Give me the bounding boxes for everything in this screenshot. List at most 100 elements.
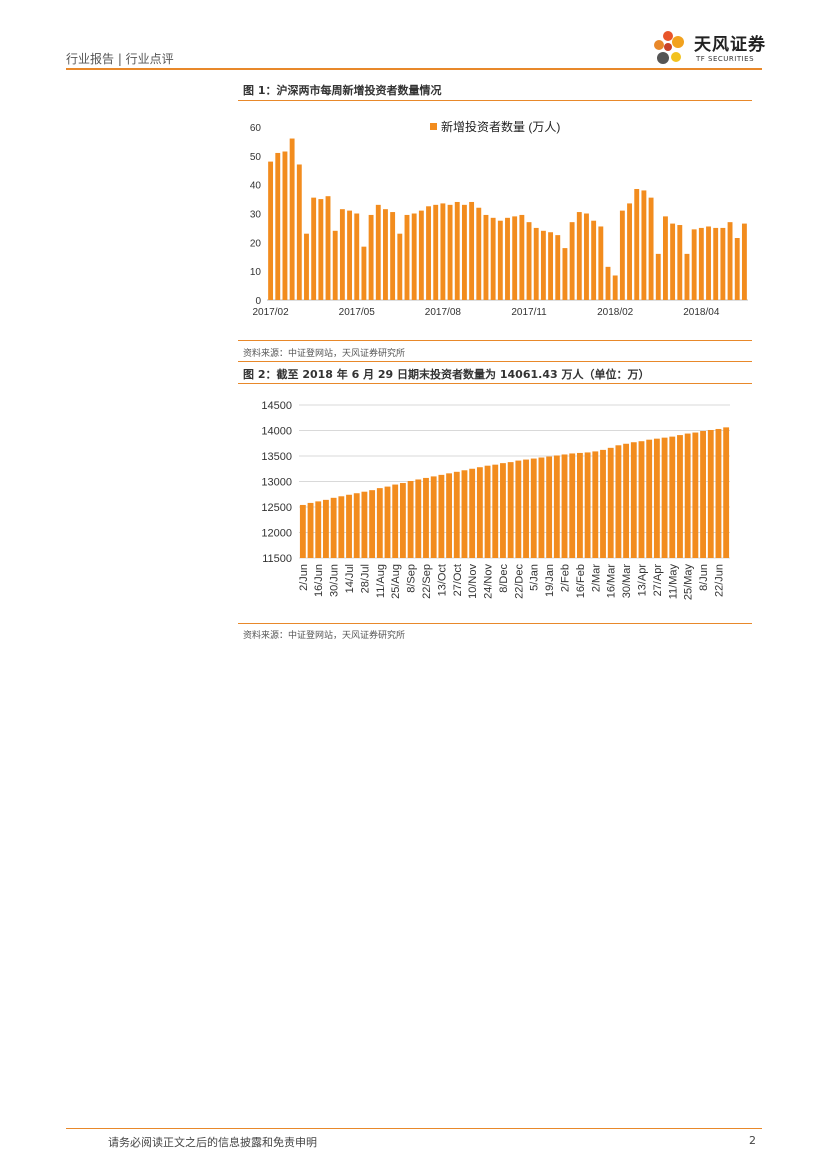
logo-chinese-name: 天风证券: [694, 35, 766, 55]
x-tick-label: 28/Jul: [359, 564, 371, 593]
y-tick-label: 20: [250, 238, 262, 249]
x-tick-label: 22/Sep: [421, 564, 433, 599]
report-category: 行业报告 | 行业点评: [66, 52, 174, 66]
y-tick-label: 50: [250, 152, 262, 163]
bar: [361, 246, 367, 300]
bar: [584, 213, 589, 300]
x-tick-label: 11/Aug: [375, 564, 387, 598]
y-tick-label: 60: [250, 123, 262, 134]
bar: [523, 459, 529, 558]
x-tick-label: 25/May: [683, 564, 695, 601]
bar: [677, 225, 683, 300]
bar: [540, 230, 546, 300]
bar: [325, 196, 331, 300]
bar: [296, 164, 302, 300]
page-number: 2: [749, 1134, 756, 1147]
bar: [390, 212, 396, 300]
bar: [440, 203, 446, 300]
bar: [438, 474, 445, 558]
y-tick-label: 10: [250, 267, 262, 278]
bar: [490, 217, 496, 300]
bar: [399, 483, 406, 558]
y-tick-label: 12500: [261, 502, 292, 514]
bar: [607, 447, 614, 558]
bar: [727, 222, 733, 300]
legend-label: 新增投资者数量 (万人): [441, 119, 560, 134]
bar: [461, 470, 468, 558]
bar: [515, 460, 522, 558]
bar: [426, 206, 431, 300]
bar: [530, 458, 537, 558]
bar: [330, 497, 337, 558]
bar: [669, 436, 676, 558]
bar: [569, 453, 576, 558]
y-tick-label: 11500: [262, 553, 292, 565]
y-tick-label: 30: [250, 210, 262, 221]
x-tick-label: 16/Mar: [606, 564, 618, 599]
bar: [569, 222, 575, 300]
bar: [715, 428, 722, 558]
x-tick-label: 10/Nov: [467, 564, 479, 599]
bar: [304, 233, 309, 300]
figure2-source: 资料来源：中证登网站，天风证券研究所: [243, 631, 406, 641]
x-tick-label: 2/Feb: [560, 564, 572, 592]
bar: [655, 253, 661, 300]
x-tick-label: 16/Jun: [313, 564, 325, 597]
x-tick-label: 11/May: [667, 564, 679, 600]
bar: [347, 210, 353, 300]
bar: [361, 491, 368, 558]
x-tick-label: 30/Jun: [329, 564, 341, 597]
bar: [661, 437, 668, 558]
y-tick-label: 40: [250, 181, 262, 192]
bar: [713, 227, 719, 300]
x-tick-label: 8/Dec: [498, 564, 510, 593]
bar: [630, 442, 637, 558]
x-tick-label: 25/Aug: [390, 564, 402, 599]
x-tick-label: 30/Mar: [621, 564, 633, 599]
bar: [430, 476, 437, 558]
bar: [634, 188, 640, 300]
figure2-bottom-rule: [238, 623, 752, 624]
x-tick-label: 2017/08: [425, 307, 462, 318]
bar: [723, 427, 730, 558]
bar: [469, 201, 475, 300]
bar: [538, 457, 545, 558]
company-logo: 天风证券 TF SECURITIES: [650, 28, 770, 72]
bar: [323, 499, 329, 558]
y-tick-label: 14500: [261, 400, 292, 412]
figure2-top-rule-upper: [238, 361, 752, 362]
figure1-source: 资料来源：中证登网站，天风证券研究所: [243, 349, 406, 359]
x-tick-label: 13/Apr: [636, 564, 648, 597]
bar: [497, 220, 503, 300]
bar: [627, 203, 632, 300]
bar: [555, 235, 561, 300]
bar: [376, 488, 383, 558]
weekly-new-investors-chart: 0 10 20 30 40 50 60 2017/02 2017/05 2017/08 2017/1…: [250, 119, 748, 318]
bar: [648, 197, 654, 300]
figure2-top-rule: [238, 383, 752, 384]
bar: [315, 501, 322, 558]
bar: [339, 209, 345, 300]
bar: [641, 190, 647, 300]
figure1-title: 图 1：沪深两市每周新增投资者数量情况: [243, 84, 442, 97]
bar: [307, 502, 314, 558]
bar: [354, 213, 360, 300]
bar: [299, 504, 306, 558]
bar: [454, 201, 460, 300]
bar: [433, 204, 439, 300]
bar: [623, 443, 630, 558]
bar: [275, 152, 281, 300]
bar: [369, 490, 376, 558]
figure2-title: 图 2：截至 2018 年 6 月 29 日期末投资者数量为 14061.43 …: [243, 368, 650, 381]
bar: [684, 253, 690, 300]
bar: [741, 223, 747, 300]
bar: [512, 216, 518, 300]
x-tick-label: 16/Feb: [575, 564, 587, 598]
bar: [526, 222, 532, 300]
bar: [553, 455, 560, 558]
bar: [734, 238, 740, 300]
bar: [415, 479, 422, 558]
bar: [692, 432, 699, 558]
bar: [311, 197, 317, 300]
figure1-bottom-rule: [238, 340, 752, 341]
